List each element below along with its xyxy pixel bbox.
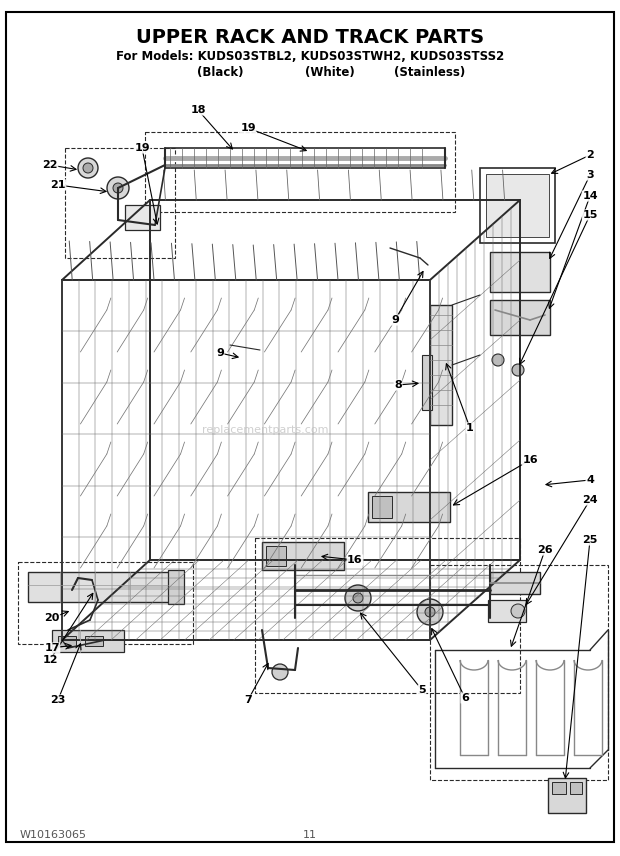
Bar [430,305,452,425]
Text: 19: 19 [134,143,150,153]
Text: 21: 21 [50,180,66,190]
Text: 9: 9 [216,348,224,358]
Bar [490,572,540,594]
Bar [430,565,608,780]
Bar [125,205,160,230]
Text: 18: 18 [190,105,206,115]
Text: 14: 14 [582,191,598,201]
Text: 9: 9 [391,315,399,325]
Circle shape [345,585,371,611]
Bar [65,148,175,258]
Text: 22: 22 [42,160,58,170]
Bar [255,538,520,693]
Text: 4: 4 [586,475,594,485]
Bar [58,636,76,646]
Text: 5: 5 [418,685,426,695]
Circle shape [353,593,363,603]
Bar [168,570,184,604]
Bar [52,630,124,652]
Bar [262,542,344,570]
Circle shape [511,604,525,618]
Text: 12: 12 [42,655,58,665]
Text: 20: 20 [44,613,60,623]
Text: UPPER RACK AND TRACK PARTS: UPPER RACK AND TRACK PARTS [136,28,484,47]
Circle shape [272,664,288,680]
Circle shape [512,364,524,376]
Text: 3: 3 [586,170,594,180]
Bar [486,174,549,237]
Bar [372,496,392,518]
Circle shape [78,158,98,178]
Bar [552,782,566,794]
Text: replacementparts.com: replacementparts.com [202,425,328,435]
Bar [548,778,586,813]
Text: 11: 11 [303,830,317,840]
Text: (White): (White) [305,66,355,79]
Bar [422,355,432,410]
Bar [570,782,582,794]
Bar [490,252,550,292]
Bar [266,546,286,566]
Bar [488,600,526,622]
Text: 16: 16 [347,555,363,565]
Text: 8: 8 [394,380,402,390]
Bar [28,572,176,602]
Bar [480,168,555,243]
Text: 24: 24 [582,495,598,505]
Text: 23: 23 [50,695,66,705]
Circle shape [425,607,435,617]
Text: 26: 26 [537,545,553,555]
Bar [145,132,455,212]
Text: 16: 16 [522,455,538,465]
Text: 15: 15 [582,210,598,220]
Circle shape [83,163,93,173]
Bar [85,636,103,646]
Bar [490,300,550,335]
Text: 25: 25 [582,535,598,545]
Text: 19: 19 [240,123,256,133]
Circle shape [113,183,123,193]
Text: 2: 2 [586,150,594,160]
Bar [368,492,450,522]
Text: 7: 7 [244,695,252,705]
Text: (Black): (Black) [197,66,243,79]
Bar [18,562,193,644]
Text: 17: 17 [44,643,60,653]
Text: W10163065: W10163065 [20,830,87,840]
Circle shape [107,177,129,199]
Text: For Models: KUDS03STBL2, KUDS03STWH2, KUDS03STSS2: For Models: KUDS03STBL2, KUDS03STWH2, KU… [116,50,504,63]
Circle shape [492,354,504,366]
Text: 1: 1 [466,423,474,433]
Text: (Stainless): (Stainless) [394,66,466,79]
Text: 6: 6 [461,693,469,703]
Circle shape [417,599,443,625]
